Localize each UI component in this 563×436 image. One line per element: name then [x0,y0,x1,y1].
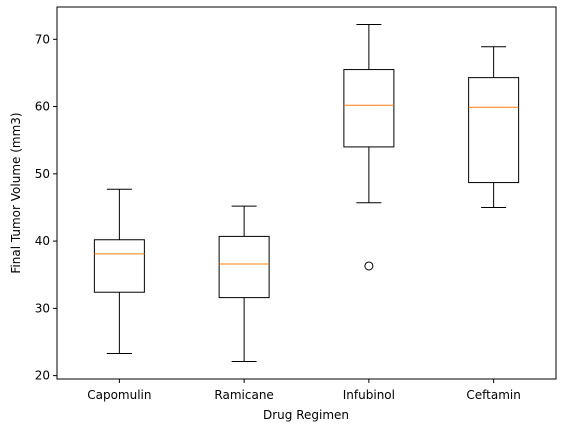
x-axis-label: Drug Regimen [263,408,349,422]
x-axis: Capomulin Ramicane Infubinol Ceftamin [87,379,521,402]
iqr-box [468,77,520,184]
iqr-box [343,69,395,148]
y-tick-label: 30 [35,301,50,315]
box-ceftamin [468,46,520,208]
box-capomulin [93,188,145,354]
y-axis-label: Final Tumor Volume (mm3) [9,112,23,273]
y-tick-label: 50 [35,167,50,181]
y-tick-label: 40 [35,234,50,248]
x-tick-label: Capomulin [87,388,151,402]
outlier-point [364,261,374,271]
iqr-box [93,239,145,293]
y-tick-label: 70 [35,32,50,46]
iqr-box [218,235,270,299]
y-tick-label: 20 [35,369,50,383]
x-tick-label: Infubinol [343,388,395,402]
plot-frame [56,6,557,380]
box-infubinol [343,23,395,271]
plot-marks [93,23,520,363]
box-ramicane [218,205,270,363]
y-tick-label: 60 [35,100,50,114]
x-tick-label: Ceftamin [466,388,520,402]
y-axis: 20 30 40 50 60 70 [35,32,57,383]
x-tick-label: Ramicane [214,388,273,402]
